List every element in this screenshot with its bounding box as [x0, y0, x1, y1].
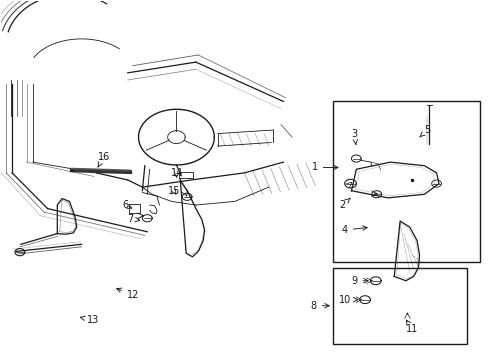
Text: 5: 5: [419, 125, 430, 137]
Text: 8: 8: [310, 301, 328, 311]
Text: 11: 11: [405, 320, 417, 334]
Text: 3: 3: [351, 129, 357, 144]
Text: 7: 7: [126, 213, 140, 224]
Text: 14: 14: [170, 168, 183, 178]
Bar: [332, 267, 466, 344]
Text: 9: 9: [351, 276, 367, 286]
Text: 4: 4: [341, 225, 366, 235]
Text: 12: 12: [117, 288, 139, 300]
Bar: [332, 102, 479, 262]
Text: 13: 13: [80, 315, 99, 325]
Text: 16: 16: [98, 152, 110, 167]
Text: 2: 2: [339, 198, 350, 210]
Text: 10: 10: [339, 295, 357, 305]
Text: 6: 6: [122, 200, 131, 210]
Text: 1: 1: [311, 162, 337, 172]
Text: 15: 15: [167, 186, 180, 196]
